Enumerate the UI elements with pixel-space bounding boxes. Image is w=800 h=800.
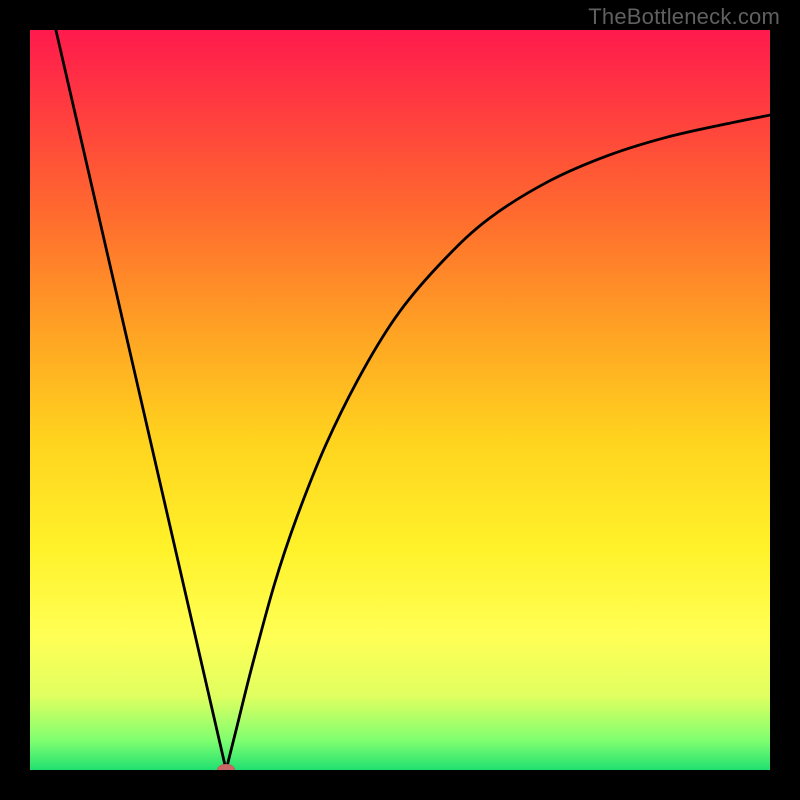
bottleneck-chart (0, 0, 800, 800)
watermark-text: TheBottleneck.com (588, 4, 780, 30)
chart-container: TheBottleneck.com (0, 0, 800, 800)
